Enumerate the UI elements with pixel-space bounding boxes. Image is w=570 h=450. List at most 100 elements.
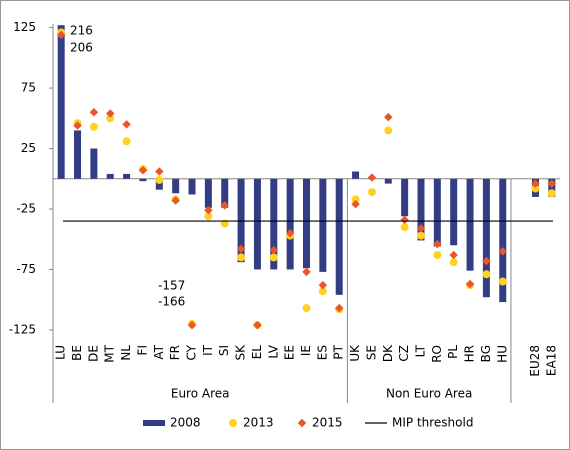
legend-label: 2013 [243, 416, 274, 430]
diamond [384, 112, 393, 122]
bar [172, 178, 180, 194]
bar [57, 25, 65, 179]
bar [90, 148, 98, 179]
dot [384, 126, 393, 135]
dot [269, 253, 278, 262]
bar [303, 178, 310, 269]
annotation: -157 [158, 279, 185, 293]
legend-swatch [297, 418, 307, 428]
diamond [302, 267, 311, 277]
x-tick-label: IE [299, 345, 313, 356]
x-tick-label: UK [348, 344, 362, 362]
x-tick-label: MT [103, 344, 117, 362]
diamond [465, 279, 475, 289]
dot [122, 137, 131, 146]
bar [450, 178, 458, 246]
x-tick-label: BE [70, 345, 84, 361]
x-tick-label: SK [234, 344, 248, 361]
bar [155, 178, 163, 190]
bar [417, 178, 425, 241]
diamond [433, 239, 442, 249]
y-tick-label: 125 [13, 20, 36, 34]
legend-swatch [229, 419, 237, 427]
x-tick-label: LT [413, 344, 427, 357]
group-label: Euro Area [171, 387, 230, 401]
x-tick-label: CY [185, 344, 199, 360]
diamond [56, 30, 66, 40]
dot [155, 175, 164, 184]
bar [319, 178, 327, 272]
diamond [187, 320, 197, 330]
bar [335, 178, 343, 295]
legend-swatch [143, 420, 165, 426]
x-tick-label: DK [381, 344, 395, 362]
diamond [416, 224, 426, 233]
diamond [318, 280, 328, 290]
dot [482, 270, 491, 279]
x-tick-label: LV [266, 344, 280, 358]
bar [188, 178, 196, 195]
x-tick-label: AT [152, 344, 166, 359]
x-tick-label: EA18 [544, 345, 558, 376]
diamond [449, 250, 458, 260]
x-tick-label: FR [168, 345, 182, 360]
y-tick-label: 75 [21, 81, 36, 95]
x-tick-label: NL [119, 345, 133, 361]
bar [204, 178, 212, 208]
legend-label: 2015 [312, 416, 343, 430]
y-tick-label: -75 [16, 262, 36, 276]
x-tick-label: EU28 [528, 345, 542, 377]
dot [449, 258, 458, 267]
x-tick-label: RO [430, 345, 444, 363]
bar [221, 178, 229, 208]
bar [237, 178, 245, 263]
diamond [400, 215, 409, 225]
x-tick-label: DE [86, 345, 100, 362]
bar [139, 178, 147, 182]
dot [531, 184, 540, 193]
x-tick-label: SE [364, 345, 378, 360]
dot [237, 253, 246, 262]
x-tick-label: IT [201, 344, 215, 356]
dot [400, 223, 409, 232]
x-tick-label: HR [463, 345, 477, 362]
diamond [482, 256, 491, 266]
x-tick-label: EL [250, 345, 264, 360]
bar [270, 178, 278, 270]
annotation: 216 [70, 24, 93, 38]
y-tick-label: 25 [21, 141, 36, 155]
y-tick-label: -125 [9, 322, 36, 336]
diamond [334, 303, 344, 313]
bar [482, 178, 490, 298]
diamond [269, 245, 279, 255]
dot [367, 188, 376, 197]
bar [384, 178, 392, 184]
dot [351, 195, 360, 204]
x-tick-label: FI [135, 345, 149, 355]
x-tick-label: SI [217, 345, 231, 356]
diamond [498, 247, 508, 256]
bar [286, 178, 294, 270]
bar [352, 171, 360, 179]
legend-label: MIP threshold [392, 416, 473, 430]
x-tick-label: ES [315, 345, 329, 360]
dot [416, 231, 425, 240]
x-tick-label: PL [446, 345, 460, 359]
diamond [253, 320, 262, 330]
x-tick-label: CZ [397, 345, 411, 362]
bar [499, 178, 507, 303]
dot [498, 277, 507, 286]
annotation: 206 [70, 41, 93, 55]
dot [433, 250, 442, 259]
x-tick-label: PT [332, 344, 346, 359]
bar [433, 178, 441, 247]
bar [74, 130, 82, 179]
diamond [285, 228, 295, 238]
y-tick-label: -25 [16, 201, 36, 215]
dot [89, 122, 98, 131]
x-tick-label: LU [54, 345, 68, 360]
group-label: Non Euro Area [386, 387, 472, 401]
bar [253, 178, 261, 270]
